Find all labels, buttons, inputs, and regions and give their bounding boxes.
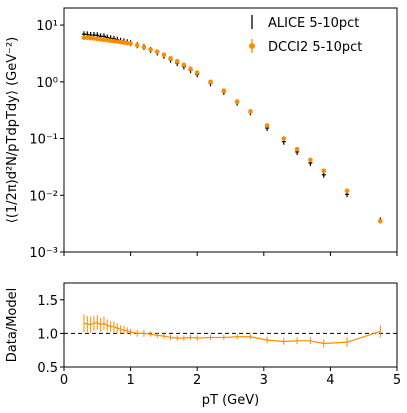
x-axis-label: pT (GeV) <box>202 393 259 408</box>
data-point <box>321 168 327 174</box>
data-point <box>154 49 160 54</box>
y-axis-label: ⟨(1/2π)d²N/pTdpTdy⟩ (GeV⁻²) <box>5 37 20 224</box>
data-point <box>294 146 300 152</box>
x-tick-label: 3 <box>260 373 268 388</box>
x-tick-label: 4 <box>326 373 334 388</box>
y-tick-label: 10⁻³ <box>29 246 58 261</box>
data-point <box>221 88 227 93</box>
y-tick-label: 10⁻¹ <box>29 133 58 148</box>
data-point <box>308 157 313 163</box>
legend-label: DCCI2 5-10pct <box>268 40 362 55</box>
x-tick-label: 0 <box>60 373 68 388</box>
plot-frame <box>63 7 398 253</box>
data-point <box>378 218 383 224</box>
data-point <box>161 52 167 58</box>
data-point <box>208 79 213 85</box>
x-tick-label: 2 <box>193 373 201 388</box>
ratio-line <box>83 322 381 345</box>
data-point <box>188 66 193 72</box>
y-tick-label: 1.0 <box>37 327 58 342</box>
data-point <box>264 123 270 128</box>
y-tick-label: 10¹ <box>36 19 58 34</box>
data-point <box>85 35 90 40</box>
y-tick-label: 1.5 <box>37 294 58 309</box>
data-point <box>81 35 87 40</box>
data-point <box>181 62 187 68</box>
data-point <box>174 58 180 64</box>
y-tick-label: 10⁰ <box>36 76 58 91</box>
data-point <box>148 47 153 52</box>
data-point <box>134 43 140 48</box>
y-tick-label: 10⁻² <box>29 189 58 204</box>
y-tick-label: 0.5 <box>37 361 58 376</box>
data-point <box>281 136 287 141</box>
data-point <box>168 55 173 61</box>
data-point <box>344 188 350 194</box>
x-tick-label: 5 <box>393 373 401 388</box>
data-point <box>248 109 253 114</box>
data-point <box>141 44 147 50</box>
x-tick-label: 1 <box>126 373 134 388</box>
y-axis-label: Data/Model <box>5 288 20 362</box>
legend-marker <box>249 43 255 49</box>
data-point <box>194 70 200 75</box>
legend-label: ALICE 5-10pct <box>268 16 359 31</box>
plot-frame <box>63 282 398 368</box>
data-point <box>128 41 133 46</box>
data-point <box>234 99 240 104</box>
